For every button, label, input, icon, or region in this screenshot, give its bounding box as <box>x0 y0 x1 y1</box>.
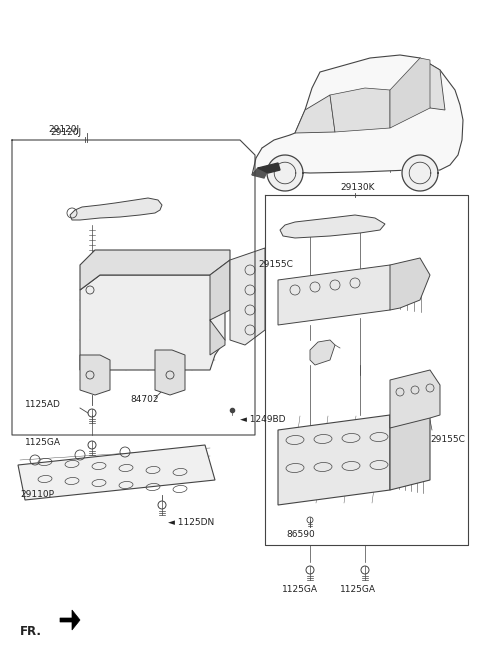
Polygon shape <box>310 340 335 365</box>
Text: 29110P: 29110P <box>20 490 54 499</box>
Text: 1125GA: 1125GA <box>340 585 376 594</box>
Text: 29155C: 29155C <box>258 260 293 269</box>
Polygon shape <box>390 405 430 490</box>
Polygon shape <box>230 248 265 345</box>
Polygon shape <box>295 95 335 133</box>
Polygon shape <box>70 198 162 220</box>
Polygon shape <box>210 260 230 355</box>
Polygon shape <box>258 163 280 173</box>
Polygon shape <box>278 415 390 505</box>
Text: 1125AD: 1125AD <box>25 400 61 409</box>
Text: ◄ 1249BD: ◄ 1249BD <box>240 415 286 424</box>
Polygon shape <box>267 155 303 191</box>
Text: FR.: FR. <box>20 625 42 638</box>
Polygon shape <box>252 168 268 178</box>
Polygon shape <box>402 155 438 191</box>
Polygon shape <box>278 265 400 325</box>
Polygon shape <box>60 610 80 630</box>
Text: 29130K: 29130K <box>340 183 374 192</box>
Text: 29120J: 29120J <box>50 128 81 137</box>
Text: 84702: 84702 <box>130 395 158 404</box>
Polygon shape <box>390 58 430 128</box>
Text: 29155C: 29155C <box>430 435 465 444</box>
Polygon shape <box>390 258 430 310</box>
Polygon shape <box>80 250 230 290</box>
Polygon shape <box>155 350 185 395</box>
Text: ◄ 1125DN: ◄ 1125DN <box>168 518 214 527</box>
Polygon shape <box>390 370 440 428</box>
Polygon shape <box>252 55 463 175</box>
Polygon shape <box>80 275 225 370</box>
Text: 29120J: 29120J <box>48 125 79 134</box>
Text: 86590: 86590 <box>286 530 315 539</box>
Text: 1125GA: 1125GA <box>282 585 318 594</box>
Polygon shape <box>330 88 390 132</box>
Polygon shape <box>18 445 215 500</box>
Text: 1125GA: 1125GA <box>25 438 61 447</box>
Polygon shape <box>420 58 445 110</box>
Polygon shape <box>80 355 110 395</box>
Polygon shape <box>280 215 385 238</box>
